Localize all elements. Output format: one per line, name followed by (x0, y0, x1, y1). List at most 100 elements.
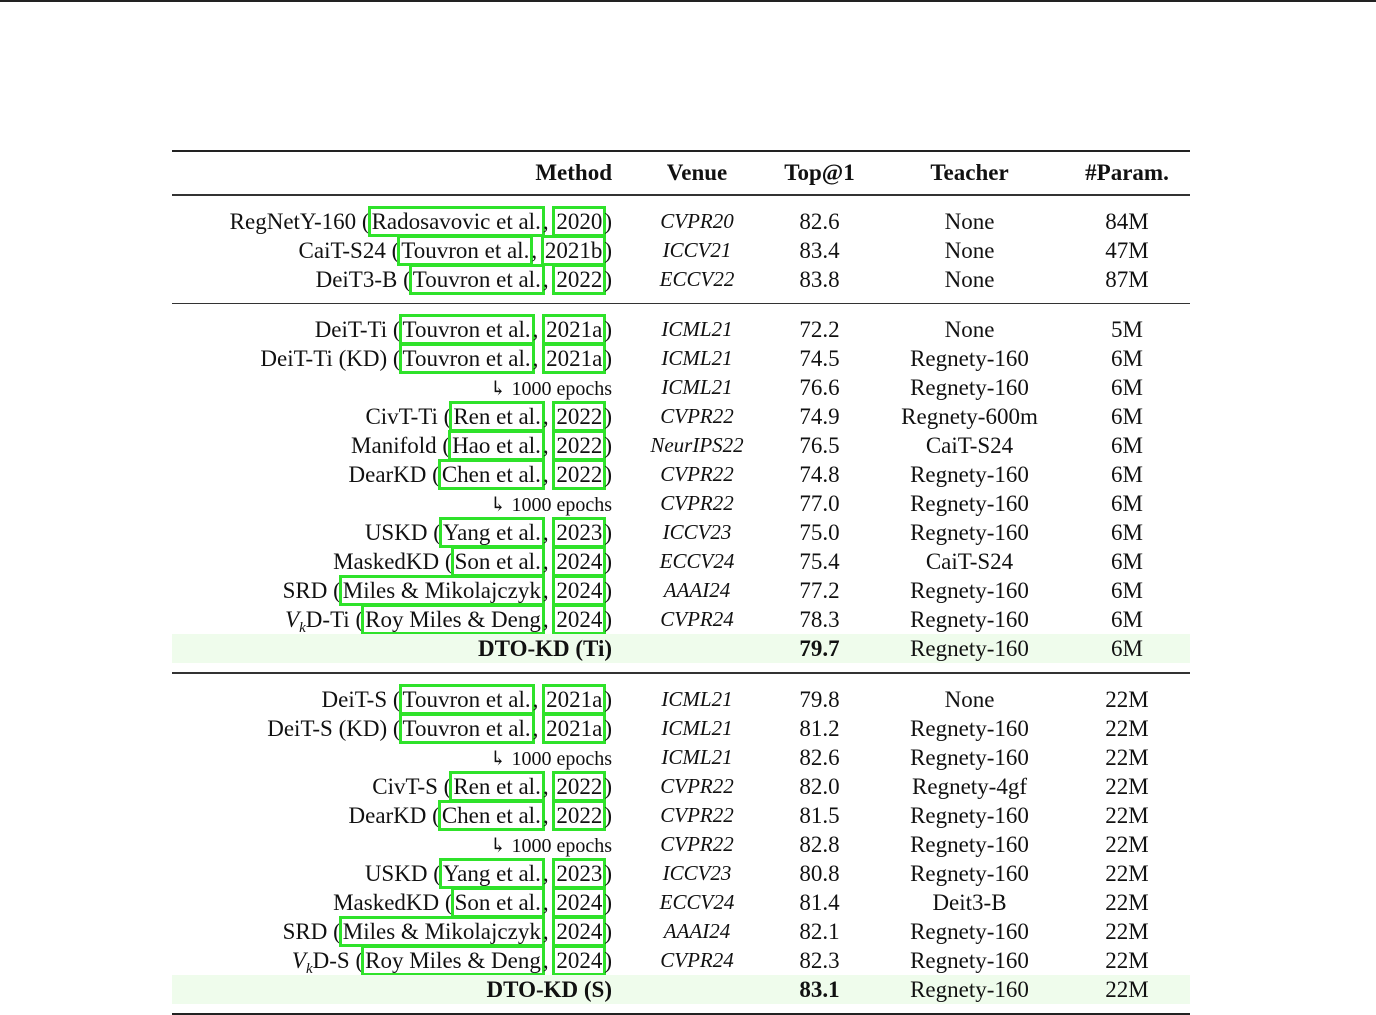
cell-teacher: Regnety-160 (910, 636, 1029, 661)
citation-author-link[interactable]: Radosavovic et al. (367, 205, 545, 237)
cell-top1: 81.4 (799, 889, 840, 915)
cell-top1: 82.6 (799, 208, 840, 234)
citation-year-link[interactable]: 2020 (552, 205, 607, 237)
cell-params: 6M (1111, 549, 1143, 574)
cell-params: 6M (1111, 404, 1143, 429)
citation-author-link[interactable]: Touvron et al. (398, 683, 535, 715)
cell-method: VkD-Ti (Roy Miles & Deng, 2024) (285, 604, 612, 638)
cell-params: 47M (1105, 237, 1149, 263)
cell-params: 22M (1105, 918, 1149, 944)
citation-author-link[interactable]: Chen et al. (437, 799, 545, 831)
table-row: DeiT3-B (Touvron et al., 2022) ECCV22 83.8… (172, 263, 1190, 295)
method-name: DeiT-Ti (KD) (260, 346, 388, 371)
citation-year-link[interactable]: 2021b (540, 234, 607, 266)
method-name: D-Ti (305, 607, 350, 632)
citation-year-link[interactable]: 2021a (542, 343, 607, 374)
cell-venue: CVPR24 (660, 947, 734, 972)
citation-year-link[interactable]: 2024 (552, 944, 607, 976)
citation-author-link[interactable]: Ren et al. (449, 401, 545, 432)
cell-params: 6M (1111, 375, 1143, 400)
table-row: MaskedKD (Son et al., 2024) ECCV24 81.4 Dei… (172, 886, 1190, 918)
table-row-ours: DTO-KD (S) 83.1 Regnety-160 22M (172, 974, 1190, 1004)
cell-method: RegNetY-160 (Radosavovic et al., 2020) (230, 205, 612, 237)
citation-author-link[interactable]: Touvron et al. (398, 712, 535, 744)
cell-top1: 83.8 (799, 266, 840, 292)
cell-method: CivT-Ti (Ren et al., 2022) (365, 401, 612, 432)
citation-author-link[interactable]: Miles & Mikolajczyk (338, 575, 545, 606)
cell-teacher: None (944, 237, 995, 263)
citation-year-link[interactable]: 2023 (552, 517, 607, 548)
citation-author-link[interactable]: Roy Miles & Deng (361, 944, 545, 976)
table-row: CivT-S (Ren et al., 2022) CVPR22 82.0 Regne… (172, 770, 1190, 802)
cell-method: DTO-KD (Ti) (478, 634, 612, 663)
table-row: DeiT-S (KD) (Touvron et al., 2021a) ICML2… (172, 712, 1190, 744)
citation-author-link[interactable]: Yang et al. (438, 857, 545, 889)
method-name: CaiT-S24 (298, 237, 386, 263)
citation-year-link[interactable]: 2022 (552, 263, 607, 295)
cell-top1: 72.2 (799, 317, 840, 342)
citation-author-link[interactable]: Touvron et al. (408, 263, 545, 295)
citation-author-link[interactable]: Son et al. (450, 886, 545, 918)
citation-author-link[interactable]: Yang et al. (438, 517, 545, 548)
table-row: VkD-S (Roy Miles & Deng, 2024) CVPR24 82.3… (172, 944, 1190, 977)
cell-venue: ECCV24 (659, 549, 735, 573)
method-name: DeiT-Ti (314, 317, 388, 342)
cell-venue: CVPR22 (660, 491, 734, 515)
table-row: SRD (Miles & Mikolajczyk, 2024) AAAI24 77.… (172, 575, 1190, 606)
cell-teacher: Regnety-4gf (912, 773, 1027, 799)
cell-teacher: CaiT-S24 (925, 433, 1014, 458)
cell-params: 22M (1105, 773, 1149, 799)
citation-year-link[interactable]: 2021a (542, 683, 607, 715)
cell-top1: 79.8 (799, 686, 840, 712)
citation-year-link[interactable]: 2022 (552, 770, 607, 802)
citation-author-link[interactable]: Son et al. (450, 546, 545, 577)
table-row: DeiT-S (Touvron et al., 2021a) ICML21 79.8… (172, 683, 1190, 715)
citation-year-link[interactable]: 2023 (552, 857, 607, 889)
citation-author-link[interactable]: Chen et al. (437, 459, 545, 490)
cell-teacher: Regnety-160 (910, 375, 1029, 400)
citation-author-link[interactable]: Touvron et al. (398, 314, 535, 345)
cell-venue: CVPR22 (660, 773, 734, 798)
cell-top1: 80.8 (799, 860, 840, 886)
citation-year-link[interactable]: 2021a (542, 314, 607, 345)
citation-year-link[interactable]: 2024 (552, 915, 607, 947)
citation-year-link[interactable]: 2022 (552, 799, 607, 831)
cell-method: DeiT3-B (Touvron et al., 2022) (316, 263, 612, 295)
citation-author-link[interactable]: Touvron et al. (398, 343, 535, 374)
cell-top1: 74.8 (799, 462, 840, 487)
header-row: Method Venue Top@1 Teacher #Param. (172, 152, 1190, 194)
citation-year-link[interactable]: 2022 (552, 459, 607, 490)
cell-teacher: Regnety-160 (910, 578, 1029, 603)
cell-teacher: Regnety-160 (910, 860, 1029, 886)
citation-year-link[interactable]: 2024 (552, 575, 607, 606)
cell-params: 22M (1105, 802, 1149, 828)
table-row: DeiT-Ti (KD) (Touvron et al., 2021a) ICML… (172, 343, 1190, 374)
cell-method: VkD-S (Roy Miles & Deng, 2024) (292, 944, 612, 979)
cell-params: 84M (1105, 208, 1149, 234)
results-table: Method Venue Top@1 Teacher #Param. RegNe… (172, 150, 1190, 1015)
cell-params: 22M (1105, 976, 1149, 1002)
citation-year-link[interactable]: 2021a (542, 712, 607, 744)
cell-top1: 82.8 (799, 831, 840, 857)
citation-author-link[interactable]: Miles & Mikolajczyk (338, 915, 545, 947)
table-row: SRD (Miles & Mikolajczyk, 2024) AAAI24 82.… (172, 915, 1190, 947)
citation-year-link[interactable]: 2022 (552, 430, 607, 461)
citation-author-link[interactable]: Ren et al. (449, 770, 545, 802)
cell-venue: CVPR22 (660, 802, 734, 827)
cell-params: 6M (1111, 578, 1143, 603)
citation-year-link[interactable]: 2024 (552, 604, 607, 635)
cell-teacher: Regnety-160 (910, 491, 1029, 516)
citation-year-link[interactable]: 2024 (552, 546, 607, 577)
table-row: ↳ 1000 epochs ICML21 82.6 Regnety-160 22M (172, 743, 1190, 772)
citation-author-link[interactable]: Roy Miles & Deng (361, 604, 545, 635)
cell-top1: 83.1 (799, 976, 840, 1002)
cell-teacher: None (944, 266, 995, 292)
col-header-method: Method (535, 160, 612, 185)
cell-method: MaskedKD (Son et al., 2024) (333, 546, 612, 577)
cell-method: MaskedKD (Son et al., 2024) (333, 886, 612, 918)
citation-year-link[interactable]: 2022 (552, 401, 607, 432)
citation-author-link[interactable]: Touvron et al. (397, 234, 534, 266)
citation-year-link[interactable]: 2024 (552, 886, 607, 918)
cell-teacher: Regnety-160 (910, 715, 1029, 741)
citation-author-link[interactable]: Hao et al. (448, 430, 545, 461)
